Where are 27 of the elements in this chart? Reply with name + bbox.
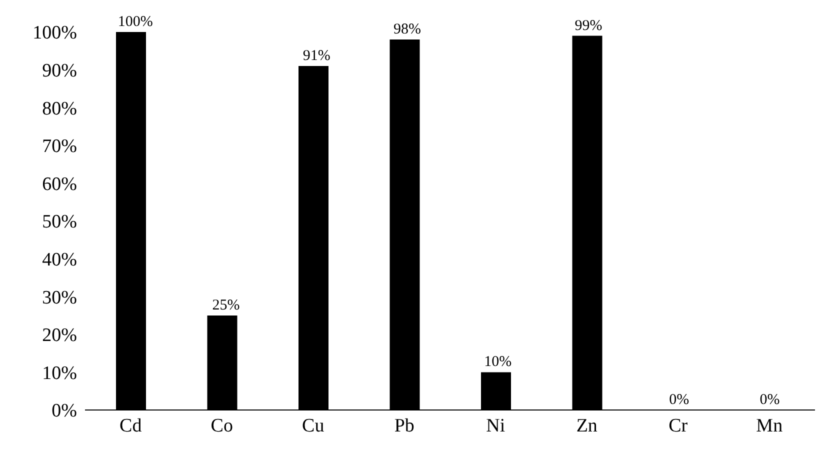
y-tick-label: 100% [32,22,78,44]
data-label: 98% [393,22,421,38]
y-tick-label: 70% [42,136,78,158]
y-tick-label: 10% [42,362,78,384]
x-tick-label: Pb [394,415,414,436]
data-label: 91% [302,48,330,64]
x-tick-label: Ni [486,415,506,436]
y-tick-label: 80% [42,98,78,120]
x-tick-label: Cr [668,415,688,436]
y-tick-label: 0% [52,400,78,422]
x-tick-label: Mn [756,415,784,436]
y-tick-label: 60% [42,174,78,195]
data-label: 10% [484,354,512,370]
x-tick-label: Cu [302,415,325,436]
x-tick-label: Cd [120,415,142,436]
y-tick-label: 30% [42,287,78,308]
y-tick-label: 50% [42,212,78,233]
data-label: 99% [574,18,602,34]
data-label: 0% [760,392,780,408]
y-tick-label: 40% [42,250,78,271]
y-tick-label: 90% [42,60,78,82]
x-tick-label: Co [210,415,233,436]
x-tick-label: Zn [576,415,598,436]
data-label: 25% [212,298,240,314]
y-tick-label: 20% [42,325,78,346]
data-label: 100% [118,14,153,30]
data-label: 0% [669,392,690,408]
